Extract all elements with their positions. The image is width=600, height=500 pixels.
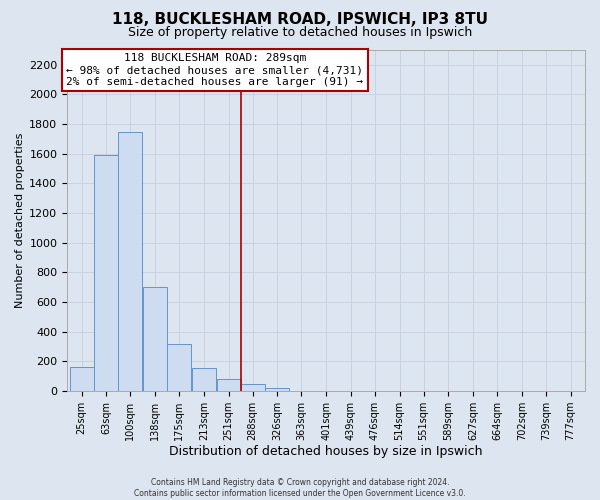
Text: 118, BUCKLESHAM ROAD, IPSWICH, IP3 8TU: 118, BUCKLESHAM ROAD, IPSWICH, IP3 8TU [112, 12, 488, 28]
Text: Size of property relative to detached houses in Ipswich: Size of property relative to detached ho… [128, 26, 472, 39]
Bar [265, 388, 289, 391]
Bar [143, 288, 167, 391]
Bar [192, 368, 216, 391]
X-axis label: Distribution of detached houses by size in Ipswich: Distribution of detached houses by size … [169, 444, 483, 458]
Bar [167, 344, 191, 391]
Bar [70, 368, 94, 391]
Bar [94, 156, 118, 391]
Text: 118 BUCKLESHAM ROAD: 289sqm
← 98% of detached houses are smaller (4,731)
2% of s: 118 BUCKLESHAM ROAD: 289sqm ← 98% of det… [66, 54, 363, 86]
Bar [241, 384, 265, 391]
Text: Contains HM Land Registry data © Crown copyright and database right 2024.
Contai: Contains HM Land Registry data © Crown c… [134, 478, 466, 498]
Y-axis label: Number of detached properties: Number of detached properties [15, 133, 25, 308]
Bar [118, 132, 142, 391]
Bar [217, 379, 241, 391]
